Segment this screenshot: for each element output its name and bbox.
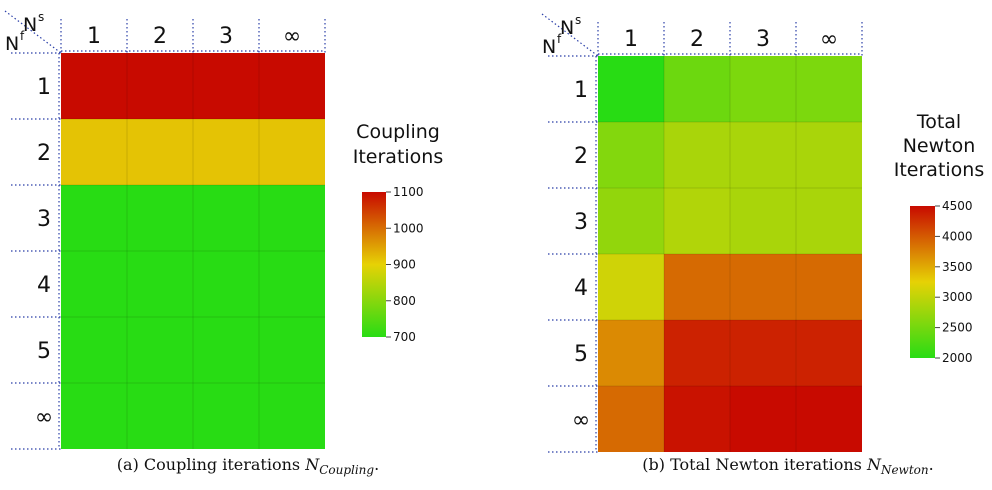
heatmap-cell: [796, 320, 862, 386]
colorbar: [362, 192, 386, 337]
heatmap-cell: [61, 53, 127, 119]
caption: (b) Total Newton iterations NNewton.: [642, 455, 933, 477]
heatmap-cell: [730, 320, 796, 386]
heatmap-cell: [730, 254, 796, 320]
column-header-label: N: [560, 17, 574, 39]
heatmap-cell: [730, 188, 796, 254]
colorbar-tick-label: 4500: [942, 199, 973, 213]
heatmap-cell: [796, 188, 862, 254]
heatmap-cell: [664, 122, 730, 188]
colorbar-tick-label: 1000: [393, 221, 424, 235]
column-tick-label: 1: [624, 27, 638, 52]
column-tick-label: ∞: [283, 24, 301, 49]
column-tick-label: 3: [756, 27, 770, 52]
heatmap-cell: [730, 56, 796, 122]
colorbar-tick-label: 800: [393, 294, 416, 308]
row-tick-label: 1: [37, 75, 51, 100]
heatmap-cell: [598, 56, 664, 122]
heatmap-cell: [61, 185, 127, 251]
row-tick-label: 4: [574, 276, 588, 301]
heatmap-cell: [664, 320, 730, 386]
column-header-sup: s: [575, 13, 581, 27]
heatmap-cell: [730, 122, 796, 188]
row-tick-label: 3: [574, 210, 588, 235]
heatmap-cell: [193, 53, 259, 119]
colorbar-title: Coupling: [356, 121, 440, 143]
column-tick-label: 2: [690, 27, 704, 52]
heatmap-cell: [61, 251, 127, 317]
heatmap-cell: [598, 122, 664, 188]
heatmap-cell: [259, 53, 325, 119]
colorbar-tick-label: 3000: [942, 290, 973, 304]
heatmap-cell: [796, 122, 862, 188]
row-tick-label: 3: [37, 207, 51, 232]
row-header-sup: f: [557, 32, 562, 46]
heatmap-cell: [598, 188, 664, 254]
row-header-sup: f: [20, 29, 25, 43]
heatmap-cell: [127, 251, 193, 317]
heatmap-cell: [598, 386, 664, 452]
heatmap-cell: [664, 254, 730, 320]
heatmap-cell: [259, 185, 325, 251]
row-tick-label: ∞: [35, 405, 53, 430]
heatmap-cell: [193, 119, 259, 185]
heatmap-cell: [193, 185, 259, 251]
colorbar-tick-label: 900: [393, 258, 416, 272]
heatmap-cell: [796, 254, 862, 320]
row-tick-label: 4: [37, 273, 51, 298]
heatmap-cell: [664, 188, 730, 254]
row-tick-label: 2: [37, 141, 51, 166]
colorbar-title: Iterations: [353, 146, 444, 168]
heatmap-cell: [664, 56, 730, 122]
heatmap-cell: [796, 56, 862, 122]
heatmap-cell: [61, 317, 127, 383]
heatmap-cell: [796, 386, 862, 452]
heatmap-cell: [193, 383, 259, 449]
column-tick-label: ∞: [820, 27, 838, 52]
heatmap-cell: [259, 251, 325, 317]
heatmap-cell: [61, 383, 127, 449]
heatmap-cell: [598, 254, 664, 320]
heatmap-cell: [259, 383, 325, 449]
heatmap-cell: [127, 185, 193, 251]
colorbar-tick-label: 3500: [942, 260, 973, 274]
heatmap-cell: [127, 53, 193, 119]
heatmap-cell: [193, 251, 259, 317]
row-header-label: N: [542, 36, 556, 58]
heatmap-cell: [61, 119, 127, 185]
colorbar-tick-label: 700: [393, 330, 416, 344]
colorbar-title: Total: [916, 111, 961, 133]
heatmap-cell: [193, 317, 259, 383]
heatmap-cell: [127, 119, 193, 185]
colorbar-tick-label: 4000: [942, 229, 973, 243]
column-tick-label: 2: [153, 24, 167, 49]
colorbar: [910, 206, 935, 358]
column-tick-label: 1: [87, 24, 101, 49]
row-header-label: N: [5, 33, 19, 55]
column-header-label: N: [23, 14, 37, 36]
heatmap-cell: [259, 317, 325, 383]
heatmap-cell: [730, 386, 796, 452]
heatmap-cell: [127, 317, 193, 383]
heatmap-cell: [664, 386, 730, 452]
column-header-sup: s: [38, 10, 44, 24]
column-tick-label: 3: [219, 24, 233, 49]
caption: (a) Coupling iterations NCoupling.: [117, 455, 379, 477]
row-tick-label: 5: [37, 339, 51, 364]
colorbar-title: Newton: [903, 135, 976, 157]
row-tick-label: ∞: [572, 408, 590, 433]
row-tick-label: 2: [574, 144, 588, 169]
colorbar-tick-label: 2500: [942, 321, 973, 335]
colorbar-tick-label: 1100: [393, 185, 424, 199]
row-tick-label: 5: [574, 342, 588, 367]
heatmap-cell: [259, 119, 325, 185]
heatmap-cell: [598, 320, 664, 386]
colorbar-title: Iterations: [894, 159, 985, 181]
row-tick-label: 1: [574, 78, 588, 103]
heatmap-cell: [127, 383, 193, 449]
colorbar-tick-label: 2000: [942, 351, 973, 365]
